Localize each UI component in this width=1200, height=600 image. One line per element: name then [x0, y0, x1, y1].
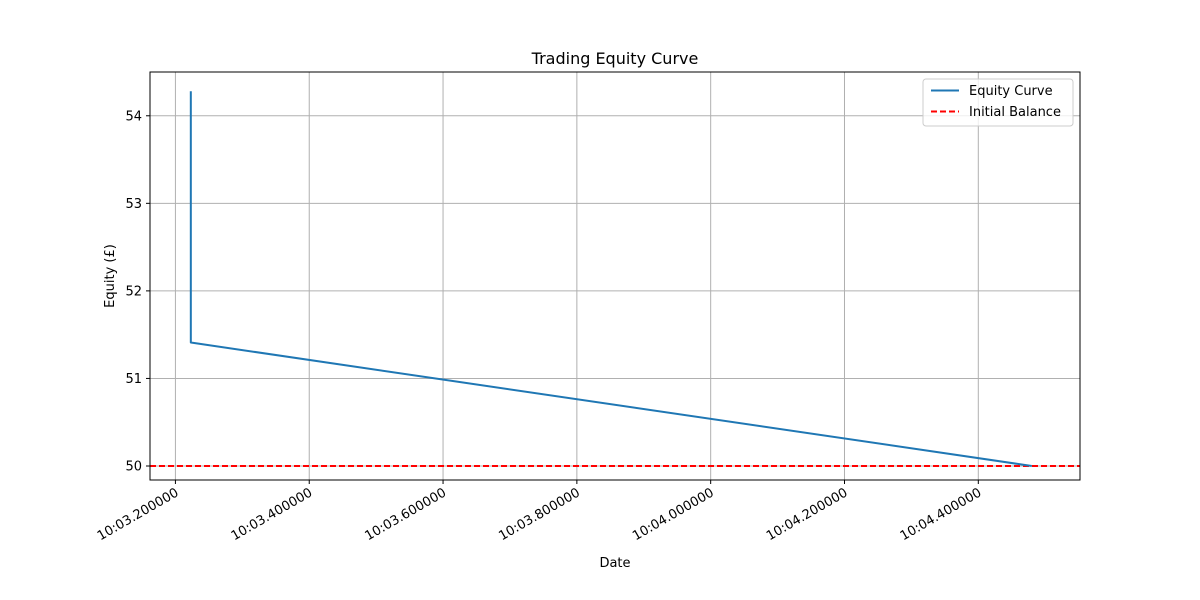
plot-area-frame — [149, 71, 1081, 481]
equity-curve-line — [189, 91, 1032, 467]
x-tick-label: 10:04.200000 — [764, 485, 851, 544]
y-tick-label: 51 — [125, 372, 142, 387]
y-tick-label: 53 — [125, 197, 142, 212]
chart-title: Trading Equity Curve — [531, 49, 699, 68]
x-tick-label: 10:03.400000 — [229, 485, 316, 544]
legend-frame — [922, 78, 1074, 127]
y-tick-label: 52 — [125, 284, 142, 299]
x-tick-label: 10:04.400000 — [898, 485, 985, 544]
data-layer — [150, 91, 1080, 467]
x-tick-label: 10:04.000000 — [630, 485, 717, 544]
x-axis-label: Date — [599, 556, 630, 571]
legend-label-equity-curve: Equity Curve — [969, 84, 1053, 99]
legend: Equity Curve Initial Balance — [922, 78, 1074, 127]
y-axis-label: Equity (£) — [103, 244, 118, 308]
y-tick-label: 54 — [125, 109, 142, 124]
x-tick-label: 10:03.800000 — [496, 485, 583, 544]
tick-layer: 10:03.200000 10:03.400000 10:03.600000 10:0… — [95, 109, 984, 544]
legend-label-initial-balance: Initial Balance — [969, 105, 1061, 120]
grid-layer — [150, 72, 1080, 480]
x-tick-label: 10:03.600000 — [363, 485, 450, 544]
x-tick-label: 10:03.200000 — [95, 485, 182, 544]
y-tick-label: 50 — [125, 459, 142, 474]
